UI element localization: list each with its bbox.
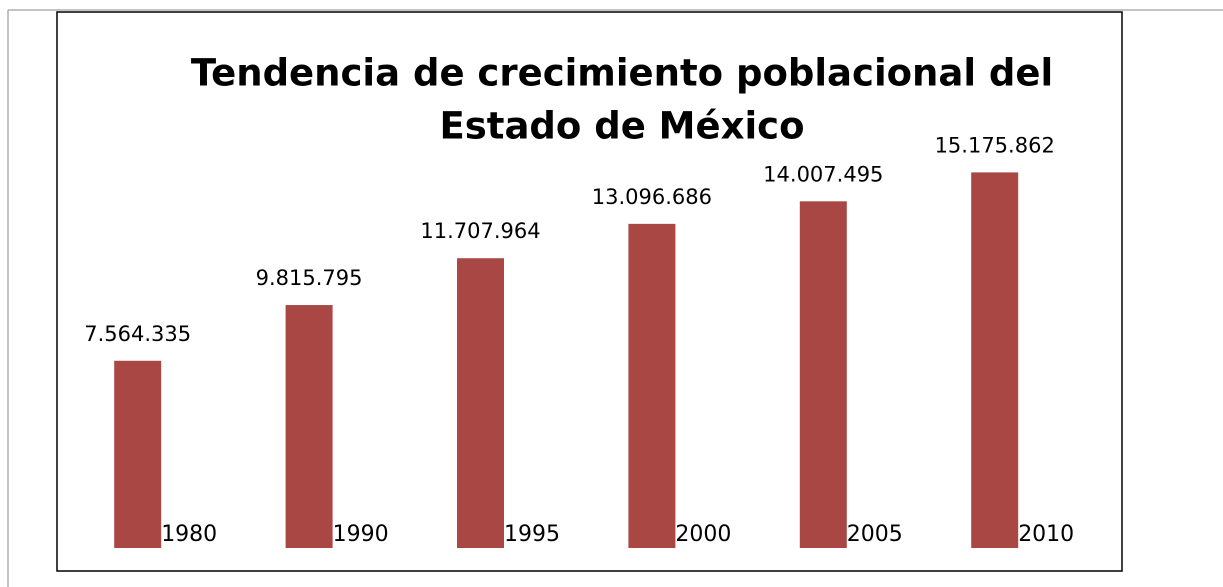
chart-area xyxy=(56,11,1123,572)
chart-title: Tendencia de crecimiento poblacional del xyxy=(191,52,1053,95)
data-label: 7.564.335 xyxy=(84,322,191,346)
x-tick-label: 2000 xyxy=(675,522,731,547)
x-tick-label: 1980 xyxy=(161,522,217,547)
bar xyxy=(628,223,676,548)
data-label: 14.007.495 xyxy=(763,162,883,186)
bar xyxy=(971,172,1019,549)
x-tick-label: 2005 xyxy=(847,522,903,547)
bar xyxy=(285,305,333,548)
bar xyxy=(114,360,162,548)
data-label: 9.815.795 xyxy=(256,266,363,290)
data-label: 11.707.964 xyxy=(420,219,540,243)
data-label: 15.175.862 xyxy=(935,133,1055,157)
bar xyxy=(799,201,847,548)
chart-title: Estado de México xyxy=(439,105,804,148)
x-tick-label: 1995 xyxy=(504,522,560,547)
x-tick-label: 1990 xyxy=(333,522,389,547)
data-label: 13.096.686 xyxy=(592,185,712,209)
bar xyxy=(457,258,504,548)
x-tick-label: 2010 xyxy=(1018,522,1074,547)
